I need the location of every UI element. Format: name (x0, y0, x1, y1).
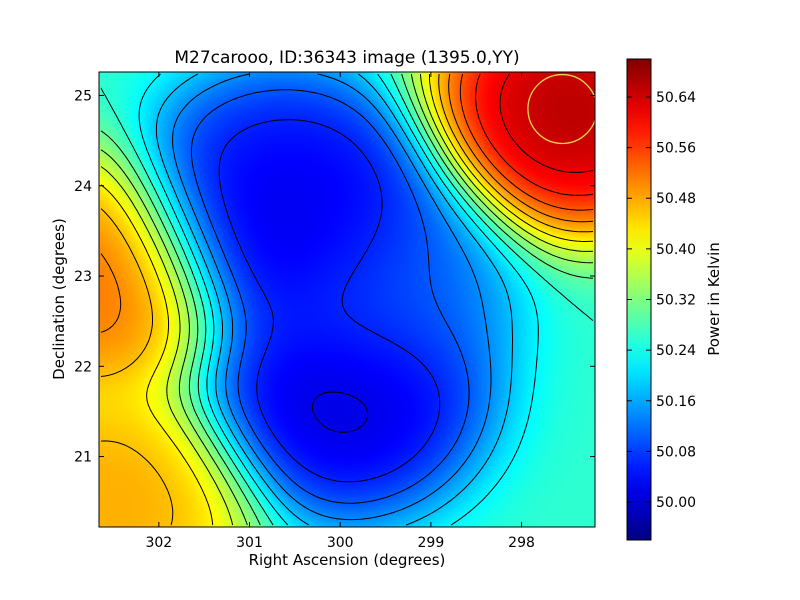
contour-line (100, 73, 594, 526)
colorbar: 50.00 50.08 50.16 50.24 50.32 50.40 50.48 50.56… (626, 58, 723, 541)
colorbar-ticks: 50.00 50.08 50.16 50.24 50.32 50.40 50.48 50.56… (627, 90, 696, 511)
colorbar-label: Power in Kelvin (705, 242, 723, 356)
x-tick-label: 302 (145, 535, 172, 551)
contour-line (459, 73, 594, 211)
contour-line (100, 73, 594, 526)
colorbar-tick-label: 50.48 (656, 191, 696, 207)
y-tick-label: 24 (74, 179, 92, 195)
contour-line (100, 73, 594, 333)
x-axis: 302 301 300 299 298 (145, 72, 535, 551)
colorbar-tick-label: 50.24 (656, 343, 696, 359)
colorbar-tick-label: 50.00 (656, 495, 696, 511)
contour-line (100, 73, 594, 526)
x-axis-label: Right Ascension (degrees) (249, 551, 446, 569)
contour-line (475, 73, 594, 196)
contour-line (311, 391, 369, 433)
contour-line (499, 73, 594, 173)
y-tick-label: 23 (74, 269, 92, 285)
colorbar-tick-label: 50.64 (656, 90, 696, 106)
colorbar-tick-label: 50.32 (656, 293, 696, 309)
plot-area: 302 301 300 299 298 21 22 23 24 25 (74, 71, 596, 551)
y-axis: 21 22 23 24 25 (74, 88, 595, 466)
y-tick-label: 25 (74, 88, 92, 104)
chart-title: M27carooo, ID:36343 image (1395.0,YY) (174, 48, 519, 68)
contour-line (100, 73, 594, 526)
contour-line (100, 73, 593, 526)
plot-frame (98, 71, 596, 528)
colorbar-tick-label: 50.16 (656, 394, 696, 410)
contour-line (218, 119, 441, 483)
x-tick-label: 298 (508, 535, 535, 551)
y-tick-label: 21 (74, 450, 92, 466)
x-tick-label: 301 (236, 535, 263, 551)
contour-line (138, 73, 539, 526)
colorbar-tick-label: 50.40 (656, 242, 696, 258)
contour-line (155, 73, 513, 526)
colorbar-tick-label: 50.08 (656, 444, 696, 460)
colorbar-tick-label: 50.56 (656, 141, 696, 157)
x-tick-label: 300 (327, 535, 354, 551)
y-tick-label: 22 (74, 359, 92, 375)
contour-line (190, 89, 470, 504)
x-tick-label: 299 (418, 535, 445, 551)
heatmap-image (99, 72, 595, 527)
contour-lines (100, 73, 594, 526)
beam-circle (527, 73, 595, 145)
y-axis-label: Declination (degrees) (50, 218, 68, 380)
contour-line (172, 73, 492, 521)
contour-line (100, 74, 594, 526)
